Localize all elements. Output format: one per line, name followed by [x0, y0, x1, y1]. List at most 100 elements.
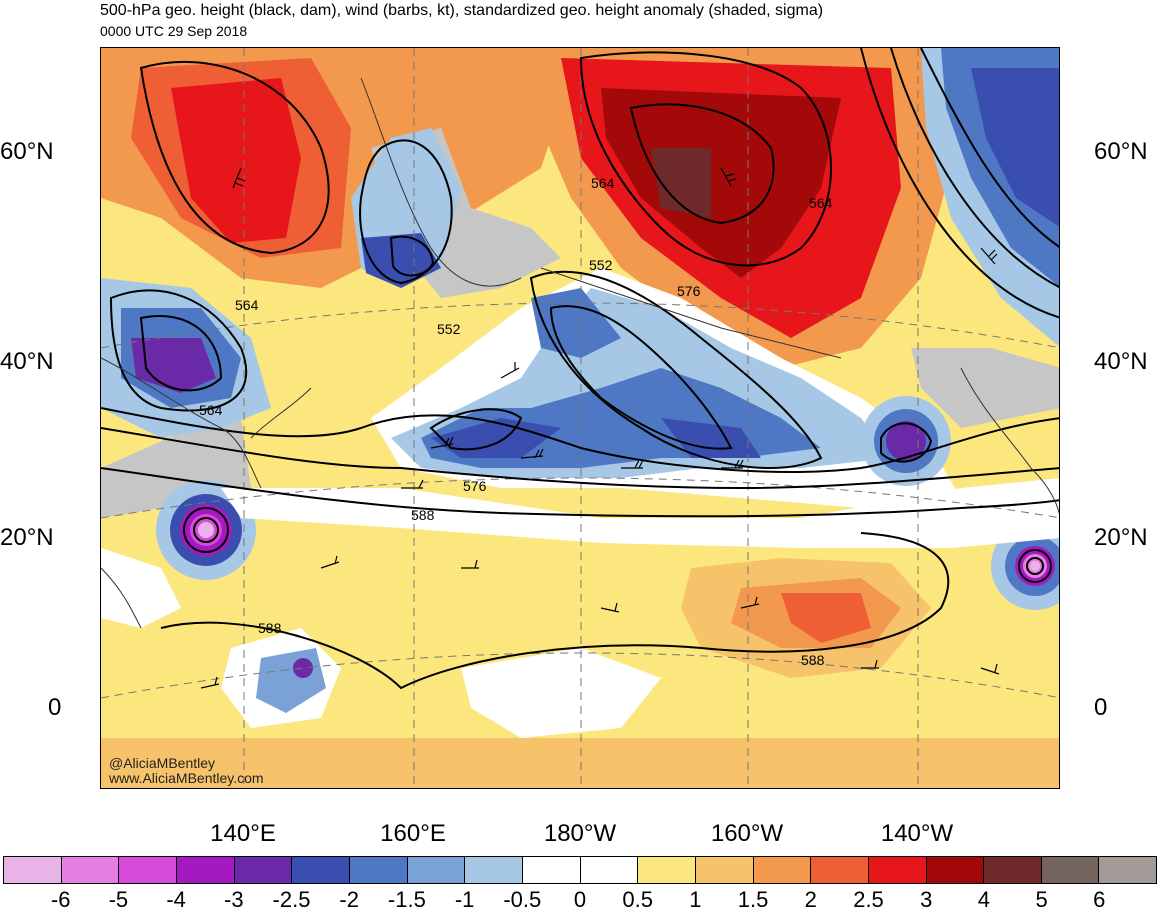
contour-high-nw	[139, 60, 330, 255]
colorbar-label: -4	[166, 887, 186, 912]
colorbar-swatch	[522, 857, 581, 883]
colorbar-swatch	[1099, 857, 1157, 883]
contour-low-okhotsk-inner	[389, 235, 435, 277]
contour-ne-3	[860, 48, 1059, 319]
anomaly-fill-typhoon-center	[198, 522, 214, 538]
lat-label-right: 0	[1094, 694, 1108, 721]
contour-hurricane-ring	[1018, 549, 1052, 583]
colorbar-swatch	[349, 857, 408, 883]
colorbar-swatch	[292, 857, 350, 883]
contour-588-north	[101, 467, 1059, 518]
lat-label-right: 20°N	[1094, 524, 1148, 551]
graticule	[101, 48, 1059, 788]
contour-low-okhotsk	[359, 139, 453, 285]
colorbar-swatch	[868, 857, 927, 883]
contour-trough-inner	[549, 305, 733, 450]
colorbar-swatch	[638, 857, 696, 883]
contour-label: 564	[235, 297, 259, 313]
colorbar-swatch	[61, 857, 120, 883]
colorbar-swatch	[119, 857, 177, 883]
colorbar-label: 4	[977, 887, 991, 912]
anomaly-fill-equator-core	[293, 658, 313, 678]
contour-low-central-east	[880, 422, 933, 463]
colorbar-label: -5	[108, 887, 129, 912]
colorbar-label: -3	[224, 887, 244, 912]
chart-title: 500-hPa geo. height (black, dam), wind (…	[100, 2, 824, 19]
colorbar-swatch	[465, 857, 523, 883]
colorbar-label: -1.5	[387, 887, 426, 912]
anomaly-fill-sw-white	[101, 548, 181, 628]
contour-high-alaska	[579, 51, 832, 267]
contour-high-alaska-inner	[629, 103, 775, 225]
anomaly-fill-cyclone-c-core	[886, 421, 926, 461]
colorbar-label: -1	[454, 887, 475, 912]
colorbar-swatch	[580, 857, 639, 883]
anomaly-fill-tropic-red	[781, 593, 871, 643]
anomaly-fill-tropic-white	[221, 478, 1059, 548]
anomaly-fill-south	[101, 738, 1059, 788]
colorbar-label: 5	[1035, 887, 1048, 912]
contour-label: 576	[677, 283, 701, 299]
credit-url: www.AliciaMBentley.com	[108, 770, 264, 786]
contour-label: 564	[199, 402, 223, 418]
contour-label-group: 564 564 564 552 552 576 576 564 588 588 …	[199, 175, 833, 668]
contour-label: 588	[411, 507, 435, 523]
anomaly-fill-equator-white-2	[461, 648, 661, 738]
colorbar-swatch	[984, 857, 1042, 883]
contour-label: 552	[437, 321, 461, 337]
height-contours	[101, 48, 1059, 690]
colorbar-swatch	[811, 857, 869, 883]
colorbar-swatch	[234, 857, 293, 883]
lat-label-left: 60°N	[0, 138, 54, 165]
colorbar	[3, 856, 1157, 884]
lat-label-left: 40°N	[0, 348, 54, 375]
anomaly-fill-hurricane-center	[1030, 561, 1040, 571]
coastlines	[101, 77, 1059, 629]
lon-label: 140°W	[880, 820, 954, 847]
anomaly-fill-central-core-e	[661, 418, 761, 458]
contour-low-asia-inner	[139, 315, 223, 392]
contour-label: 564	[809, 195, 833, 211]
colorbar-swatch	[407, 857, 466, 883]
colorbar-label: -2.5	[272, 887, 311, 912]
colorbar-label: 0	[573, 887, 587, 912]
anomaly-map: 564 564 564 552 552 576 576 564 588 588 …	[101, 48, 1059, 788]
contour-576	[101, 427, 1059, 490]
colorbar-label: -2	[339, 887, 359, 912]
lon-label: 180°W	[543, 820, 617, 847]
colorbar-label: 3	[920, 887, 933, 912]
colorbar-label: 1	[689, 887, 702, 912]
colorbar-swatch	[176, 857, 235, 883]
colorbar-label: 6	[1093, 887, 1106, 912]
contour-ne-2	[890, 48, 1059, 289]
lat-label-left: 20°N	[0, 524, 54, 551]
contour-label: 552	[589, 257, 613, 273]
contour-low-w	[429, 408, 523, 451]
contour-low-asia	[109, 289, 248, 412]
anomaly-fill-asia-core	[131, 338, 216, 393]
contour-ne-1	[920, 48, 1059, 248]
colorbar-label: 1.5	[737, 887, 769, 912]
map-panel: 564 564 564 552 552 576 576 564 588 588 …	[100, 47, 1060, 789]
anomaly-fill-ne-core	[971, 68, 1059, 227]
contour-typhoon-ring-inner	[193, 517, 219, 543]
colorbar-label: 0.5	[622, 887, 653, 912]
lon-label: 160°W	[710, 820, 784, 847]
anomaly-fill-central-core-n	[531, 288, 621, 358]
contour-hurricane-ring-inner	[1026, 557, 1044, 575]
contour-588-south	[160, 532, 950, 690]
colorbar-swatch	[4, 857, 62, 883]
colorbar-label: 2	[804, 887, 817, 912]
chart-valid-time: 0000 UTC 29 Sep 2018	[100, 23, 248, 39]
lon-label: 140°E	[210, 820, 276, 847]
colorbar-swatch	[695, 857, 754, 883]
colorbar-swatch	[1041, 857, 1100, 883]
contour-label: 576	[463, 478, 487, 494]
colorbar-swatch	[753, 857, 812, 883]
colorbar-label: 2.5	[853, 887, 884, 912]
anomaly-fill-central-core-w	[431, 418, 561, 458]
lon-label: 160°E	[380, 820, 446, 847]
contour-label: 588	[801, 652, 825, 668]
colorbar-swatch	[926, 857, 985, 883]
anomaly-fill-alaska-darkred	[601, 88, 841, 278]
